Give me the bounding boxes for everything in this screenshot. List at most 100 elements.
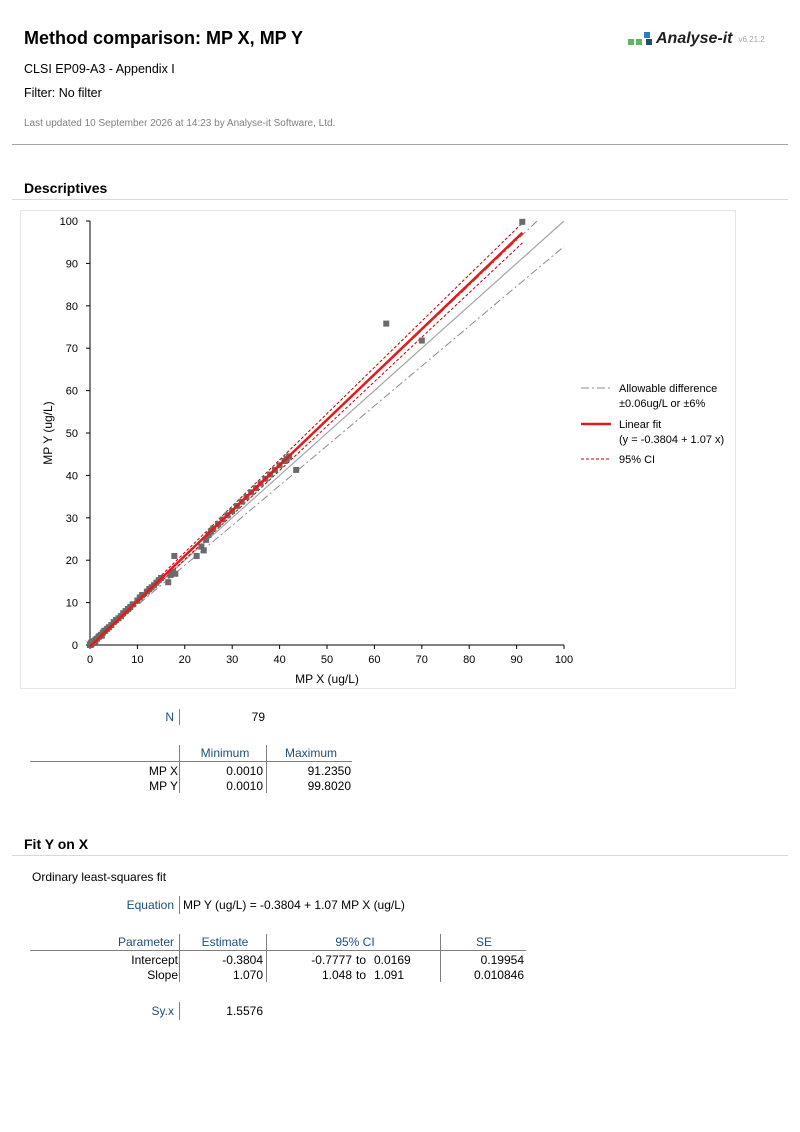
legend-allowable-label: Allowable difference bbox=[619, 383, 717, 395]
y-tick-label: 80 bbox=[66, 301, 78, 313]
legend-allowable-sub: ±0.06ug/L or ±6% bbox=[619, 398, 705, 410]
data-point bbox=[171, 552, 178, 559]
minmax-header-rule bbox=[30, 761, 352, 762]
header-divider bbox=[12, 144, 788, 145]
legend-ci-label: 95% CI bbox=[619, 454, 655, 466]
se-header: SE bbox=[475, 935, 492, 949]
x-tick-label: 10 bbox=[131, 654, 143, 666]
fit-method-text: Ordinary least-squares fit bbox=[32, 870, 167, 884]
logo-name: Analyse-it bbox=[656, 30, 733, 47]
logo-squares-blue-icon bbox=[644, 32, 652, 46]
ci-lower-line bbox=[89, 242, 523, 649]
param-ci-low: 1.048 bbox=[321, 968, 352, 982]
equation-label: Equation bbox=[126, 898, 174, 912]
page-title: Method comparison: MP X, MP Y bbox=[24, 28, 304, 48]
data-point bbox=[519, 218, 526, 225]
param-header-rule bbox=[30, 950, 526, 951]
y-tick-label: 60 bbox=[66, 386, 78, 398]
legend-fit-label: Linear fit bbox=[619, 419, 661, 431]
param-se: 0.19954 bbox=[480, 953, 524, 967]
x-tick-label: 20 bbox=[179, 654, 191, 666]
equation-value: MP Y (ug/L) = -0.3804 + 1.07 MP X (ug/L) bbox=[183, 898, 405, 912]
y-tick-label: 90 bbox=[66, 258, 78, 270]
x-tick-label: 70 bbox=[416, 654, 428, 666]
x-axis-title: MP X (ug/L) bbox=[295, 672, 359, 686]
x-tick-label: 0 bbox=[87, 654, 93, 666]
y-tick-label: 100 bbox=[60, 216, 78, 228]
y-axis-title: MP Y (ug/L) bbox=[41, 401, 55, 464]
data-point bbox=[88, 639, 95, 646]
allowable-lower-line bbox=[89, 246, 565, 646]
linear-fit-line bbox=[89, 231, 524, 648]
param-se: 0.010846 bbox=[473, 968, 524, 982]
data-point bbox=[203, 536, 210, 543]
data-point bbox=[139, 591, 146, 598]
x-tick-label: 50 bbox=[321, 654, 333, 666]
data-point bbox=[193, 552, 200, 559]
ci-upper-line bbox=[89, 222, 523, 646]
row-label: MP X bbox=[148, 764, 178, 778]
param-separator-3 bbox=[440, 934, 441, 982]
param-name: Intercept bbox=[131, 953, 178, 967]
param-estimate: -0.3804 bbox=[222, 953, 263, 967]
x-tick-label: 100 bbox=[555, 654, 573, 666]
n-separator bbox=[179, 709, 180, 725]
row-min: 0.0010 bbox=[226, 779, 263, 793]
param-header: Parameter bbox=[117, 935, 174, 949]
x-tick-label: 90 bbox=[510, 654, 522, 666]
syx-label: Sy.x bbox=[151, 1004, 174, 1018]
col-maximum-header: Maximum bbox=[284, 746, 337, 760]
row-max: 91.2350 bbox=[307, 764, 351, 778]
y-tick-label: 70 bbox=[66, 343, 78, 355]
section-descriptives-heading: Descriptives bbox=[24, 180, 108, 196]
param-ci-to: to bbox=[356, 953, 367, 967]
section-fit-heading: Fit Y on X bbox=[24, 836, 89, 852]
row-max: 99.8020 bbox=[307, 779, 351, 793]
estimate-header: Estimate bbox=[201, 935, 249, 949]
analyse-it-logo: Analyse-it v6.21.2 bbox=[628, 29, 765, 49]
data-point bbox=[198, 543, 205, 550]
data-point bbox=[172, 570, 179, 577]
filter-text: Filter: No filter bbox=[24, 86, 102, 100]
y-tick-label: 0 bbox=[72, 640, 78, 652]
param-ci-low: -0.7777 bbox=[311, 953, 352, 967]
syx-value: 1.5576 bbox=[226, 1004, 263, 1018]
minmax-separator-2 bbox=[266, 745, 267, 793]
last-updated-text: Last updated 10 September 2026 at 14:23 … bbox=[24, 118, 336, 129]
report-subtitle: CLSI EP09-A3 - Appendix I bbox=[24, 62, 175, 76]
y-tick-label: 40 bbox=[66, 470, 78, 482]
x-tick-label: 40 bbox=[273, 654, 285, 666]
method-comparison-chart: 0 10 20 30 40 50 60 70 80 90 100 0 10 20 30 40 50 60 70 80 9… bbox=[20, 210, 736, 689]
data-point bbox=[418, 337, 425, 344]
x-tick-label: 80 bbox=[463, 654, 475, 666]
legend-fit-sub: (y = -0.3804 + 1.07 x) bbox=[619, 434, 724, 446]
section-fit-divider bbox=[12, 855, 788, 856]
logo-version: v6.21.2 bbox=[738, 34, 765, 44]
logo-square-green2-icon bbox=[636, 39, 642, 45]
param-ci-high: 1.091 bbox=[374, 968, 405, 982]
ci-header: 95% CI bbox=[335, 935, 375, 949]
param-ci-high: 0.0169 bbox=[374, 953, 411, 967]
row-min: 0.0010 bbox=[226, 764, 263, 778]
n-label: N bbox=[165, 710, 174, 724]
equation-separator bbox=[179, 896, 180, 914]
y-tick-label: 10 bbox=[66, 598, 78, 610]
syx-separator bbox=[179, 1002, 180, 1020]
param-separator-2 bbox=[266, 934, 267, 982]
y-tick-label: 30 bbox=[66, 513, 78, 525]
param-separator-1 bbox=[179, 934, 180, 982]
n-value: 79 bbox=[251, 710, 265, 724]
chart-svg: 0 10 20 30 40 50 60 70 80 90 100 0 10 20 30 40 50 60 70 80 9… bbox=[41, 216, 724, 686]
data-point bbox=[165, 579, 172, 586]
y-tick-label: 20 bbox=[66, 555, 78, 567]
x-tick-label: 30 bbox=[226, 654, 238, 666]
data-point bbox=[293, 466, 300, 473]
minmax-separator-1 bbox=[179, 745, 180, 793]
section-descriptives-divider bbox=[12, 199, 788, 200]
logo-square-green-icon bbox=[628, 39, 634, 45]
data-point bbox=[167, 572, 174, 579]
col-minimum-header: Minimum bbox=[200, 746, 250, 760]
data-point bbox=[383, 320, 390, 327]
row-label: MP Y bbox=[149, 779, 178, 793]
param-ci-to: to bbox=[356, 968, 367, 982]
